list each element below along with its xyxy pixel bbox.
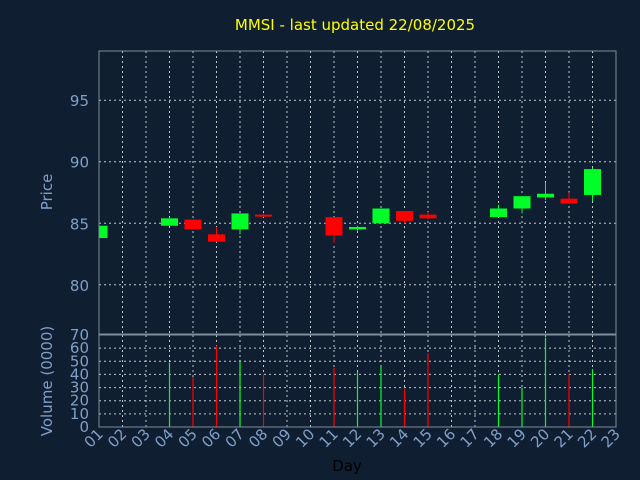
price-tick-label: 90 [70, 154, 89, 172]
candle-body [349, 226, 366, 230]
x-tick-label: 06 [198, 425, 224, 451]
x-tick-label: 18 [480, 425, 506, 451]
candle-body [231, 213, 249, 230]
candle-body [490, 208, 507, 218]
price-axis-label: Price [38, 174, 56, 211]
chart-title: MMSI - last updated 22/08/2025 [235, 16, 475, 34]
grid-layer [98, 51, 617, 428]
volume-tick-label: 60 [70, 339, 89, 357]
volume-tick-label: 0 [79, 418, 89, 436]
volume-tick-label: 40 [70, 365, 89, 383]
price-panel-frame [98, 50, 617, 335]
volume-tick-label: 20 [70, 392, 89, 410]
candle-body [560, 198, 578, 204]
x-tick-label: 16 [433, 425, 459, 451]
x-tick-label: 21 [551, 425, 577, 451]
candle-body [184, 219, 202, 230]
x-tick-label: 05 [175, 425, 201, 451]
volume-tick-label: 30 [70, 379, 89, 397]
x-tick-label: 08 [245, 425, 271, 451]
x-tick-label: 23 [598, 425, 624, 451]
volume-axis-label: Volume (0000) [38, 326, 56, 436]
candle-body [419, 214, 437, 219]
volume-tick-label: 70 [70, 326, 89, 344]
x-tick-label: 12 [339, 425, 365, 451]
candle-body [208, 234, 225, 242]
x-axis-label: Day [332, 457, 362, 475]
candle-body [513, 196, 531, 209]
candle-body [255, 214, 272, 217]
x-tick-label: 17 [457, 425, 483, 451]
axis-layer: 8085909501020304050607001020304050607080… [70, 50, 624, 451]
candle-body [584, 169, 601, 195]
volume-tick-label: 50 [70, 352, 89, 370]
candle-body [537, 193, 554, 198]
x-tick-label: 22 [574, 425, 600, 451]
x-tick-label: 11 [316, 425, 342, 451]
x-tick-label: 15 [410, 425, 436, 451]
x-tick-label: 13 [363, 425, 389, 451]
x-tick-label: 02 [104, 425, 130, 451]
candle-body [99, 225, 108, 239]
x-tick-label: 14 [386, 425, 412, 451]
candle-body [325, 217, 343, 236]
candle-body [396, 210, 413, 221]
x-tick-label: 03 [128, 425, 154, 451]
marks-layer [98, 167, 601, 427]
x-tick-label: 09 [269, 425, 295, 451]
candle-body [161, 218, 178, 226]
price-tick-label: 80 [70, 277, 89, 295]
x-tick-label: 04 [151, 425, 177, 451]
price-tick-label: 95 [70, 92, 89, 110]
volume-tick-label: 10 [70, 405, 89, 423]
x-tick-label: 10 [292, 425, 318, 451]
candle-body [372, 208, 390, 224]
price-tick-label: 85 [70, 215, 89, 233]
x-tick-label: 20 [527, 425, 553, 451]
x-tick-label: 07 [222, 425, 248, 451]
volume-panel-frame [98, 334, 617, 428]
x-tick-label: 19 [504, 425, 530, 451]
